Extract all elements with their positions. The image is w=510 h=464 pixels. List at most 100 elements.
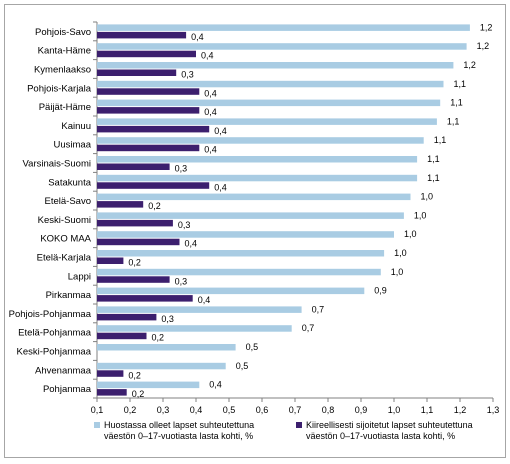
x-tick-label: 0,1 — [91, 405, 104, 415]
bar-huostassa — [97, 99, 441, 107]
bar-huostassa — [97, 80, 444, 88]
data-label-huostassa: 1,0 — [404, 229, 417, 239]
x-tick-label: 0,2 — [124, 405, 137, 415]
data-label-huostassa: 1,2 — [463, 60, 476, 70]
bar-huostassa — [97, 381, 200, 389]
x-tick-label: 1,0 — [388, 405, 401, 415]
bar-huostassa — [97, 325, 292, 332]
x-tick-label: 1,3 — [487, 405, 500, 415]
legend-swatch — [94, 422, 100, 428]
x-tick-label: 0,5 — [223, 405, 236, 415]
bar-huostassa — [97, 287, 365, 295]
legend-label-line2: väestön 0–17-vuotiasta lasta kohti, % — [104, 431, 253, 441]
x-tick-label: 0,8 — [322, 405, 335, 415]
bar-kiireellisesti — [97, 370, 124, 377]
category-label: Pohjois-Savo — [35, 27, 91, 38]
category-label: Uusimaa — [54, 140, 92, 151]
bar-huostassa — [97, 118, 437, 125]
data-label-huostassa: 1,0 — [391, 267, 404, 277]
data-label-huostassa: 1,1 — [434, 135, 447, 145]
bar-kiireellisesti — [97, 389, 127, 396]
bar-kiireellisesti — [97, 31, 187, 39]
bar-kiireellisesti — [97, 88, 200, 95]
bar-kiireellisesti — [97, 219, 173, 227]
category-label: Kanta-Häme — [38, 46, 91, 57]
data-label-kiireellisesti: 0,4 — [191, 32, 204, 42]
data-label-kiireellisesti: 0,3 — [181, 70, 194, 80]
data-label-kiireellisesti: 0,2 — [128, 370, 141, 380]
category-label: Satakunta — [48, 177, 91, 188]
category-label: Etelä-Savo — [45, 196, 91, 207]
data-label-kiireellisesti: 0,3 — [178, 220, 191, 230]
bar-huostassa — [97, 174, 418, 182]
bar-huostassa — [97, 231, 394, 238]
bar-huostassa — [97, 24, 470, 31]
bar-kiireellisesti — [97, 257, 124, 264]
bar-kiireellisesti — [97, 144, 200, 152]
data-label-kiireellisesti: 0,2 — [128, 258, 141, 268]
category-label: Pohjanmaa — [43, 384, 92, 395]
bar-huostassa — [97, 362, 226, 370]
bar-kiireellisesti — [97, 295, 193, 302]
legend-label-line1: Huostassa olleet lapset suhteutettuna — [104, 420, 254, 430]
legend-label-line1: Kiireellisesti sijoitetut lapset suhteut… — [306, 420, 473, 430]
category-label: Pirkanmaa — [46, 290, 92, 301]
data-label-huostassa: 0,9 — [374, 286, 387, 296]
data-label-kiireellisesti: 0,4 — [198, 295, 211, 305]
data-label-kiireellisesti: 0,2 — [132, 389, 145, 399]
data-label-kiireellisesti: 0,4 — [214, 126, 227, 136]
bar-kiireellisesti — [97, 276, 170, 283]
category-label: Keski-Pohjanmaa — [17, 347, 92, 358]
category-label: Varsinais-Suomi — [23, 159, 91, 170]
x-tick-label: 0,4 — [190, 405, 203, 415]
data-label-huostassa: 1,2 — [477, 41, 490, 51]
category-label: Kymenlaakso — [34, 65, 91, 76]
bar-huostassa — [97, 137, 424, 144]
bar-kiireellisesti — [97, 125, 210, 133]
data-label-huostassa: 1,1 — [447, 116, 460, 126]
data-label-huostassa: 1,1 — [450, 98, 463, 108]
data-label-kiireellisesti: 0,3 — [175, 164, 188, 174]
category-label: KOKO MAA — [40, 234, 91, 245]
data-label-huostassa: 1,0 — [421, 192, 434, 202]
data-label-huostassa: 1,1 — [427, 154, 440, 164]
bar-kiireellisesti — [97, 332, 147, 340]
bar-huostassa — [97, 193, 411, 201]
data-label-kiireellisesti: 0,2 — [148, 201, 161, 211]
data-label-kiireellisesti: 0,4 — [204, 88, 217, 98]
data-label-huostassa: 1,0 — [414, 210, 427, 220]
category-label: Päijät-Häme — [39, 102, 91, 113]
category-label: Pohjois-Karjala — [27, 83, 92, 94]
category-label: Kainuu — [61, 121, 91, 132]
category-label: Pohjois-Pohjanmaa — [9, 309, 92, 320]
bar-huostassa — [97, 268, 381, 276]
bar-huostassa — [97, 43, 467, 50]
bar-huostassa — [97, 212, 404, 219]
x-tick-label: 1,1 — [421, 405, 434, 415]
bar-kiireellisesti — [97, 69, 177, 76]
data-label-huostassa: 0,5 — [236, 361, 249, 371]
data-label-huostassa: 1,1 — [427, 173, 440, 183]
data-label-kiireellisesti: 0,4 — [201, 51, 214, 61]
data-label-kiireellisesti: 0,4 — [204, 107, 217, 117]
x-tick-label: 0,9 — [355, 405, 368, 415]
bar-huostassa — [97, 250, 385, 257]
data-label-kiireellisesti: 0,3 — [175, 276, 188, 286]
bar-kiireellisesti — [97, 50, 196, 58]
category-label: Etelä-Karjala — [37, 253, 92, 264]
data-label-huostassa: 0,7 — [302, 323, 315, 333]
data-label-huostassa: 1,0 — [394, 248, 407, 258]
bar-kiireellisesti — [97, 182, 210, 189]
bar-huostassa — [97, 344, 236, 351]
legend-swatch — [296, 422, 302, 428]
data-label-kiireellisesti: 0,4 — [214, 182, 227, 192]
legend-label-line2: väestön 0–17-vuotiasta lasta kohti, % — [306, 431, 455, 441]
data-label-huostassa: 0,5 — [246, 342, 259, 352]
bar-huostassa — [97, 156, 418, 163]
data-label-kiireellisesti: 0,4 — [204, 145, 217, 155]
data-label-huostassa: 1,2 — [480, 22, 493, 32]
data-label-kiireellisesti: 0,4 — [185, 239, 198, 249]
category-label: Ahvenanmaa — [35, 365, 92, 376]
bar-kiireellisesti — [97, 313, 157, 321]
